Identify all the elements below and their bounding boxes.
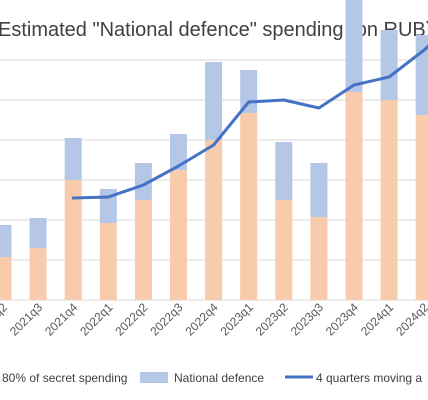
bar-national-defence: [310, 163, 328, 217]
legend-label-secret: 80% of secret spending: [2, 371, 127, 385]
bar-secret-spending: [134, 200, 152, 300]
x-tick-label: 2022q2: [112, 300, 150, 338]
bar-secret-spending: [275, 200, 293, 300]
legend-swatch-national-defence: [140, 372, 168, 383]
legend-label-moving-average: 4 quarters moving a: [316, 371, 422, 385]
bar-national-defence: [0, 225, 12, 257]
x-tick-label: 2022q3: [147, 300, 185, 338]
moving-average-polyline: [71, 44, 428, 200]
x-tick-label: 2024q1: [358, 300, 396, 338]
bar-national-defence: [64, 138, 82, 180]
bar-secret-spending: [170, 170, 187, 300]
bar-national-defence: [240, 70, 258, 113]
bar-secret-spending: [0, 257, 12, 300]
bar-secret-spending: [380, 100, 398, 300]
bar-national-defence: [170, 134, 187, 170]
bar-national-defence: [134, 163, 152, 200]
bar-secret-spending: [345, 92, 363, 300]
x-tick-label: 2023q2: [253, 300, 291, 338]
x-tick-label: 2023q3: [288, 300, 326, 338]
bar-national-defence: [205, 62, 223, 140]
x-tick-label: 2022q4: [183, 300, 221, 338]
moving-average-line: [71, 44, 428, 200]
bar-secret-spending: [64, 180, 82, 300]
x-tick-label: 2023q4: [323, 300, 361, 338]
bar-secret-spending: [310, 217, 328, 300]
x-tick-label: 2022q1: [77, 300, 115, 338]
x-tick-label: 2021q4: [42, 300, 80, 338]
x-tick-label: 2024q2: [393, 300, 428, 338]
x-axis-ticks: 2021q22021q32021q42022q12022q22022q32022…: [0, 300, 428, 338]
bar-secret-spending: [415, 115, 428, 300]
x-tick-label: 2021q3: [7, 300, 45, 338]
chart-title: Estimated "National defence" spending (b…: [0, 19, 428, 41]
bar-secret-spending: [240, 113, 258, 300]
bar-national-defence: [345, 0, 363, 92]
bar-secret-spending: [99, 223, 117, 300]
bars: [0, 0, 428, 300]
legend: 80% of secret spending National defence …: [2, 371, 422, 385]
bar-national-defence: [380, 30, 398, 100]
bar-secret-spending: [205, 140, 223, 300]
legend-label-national-defence: National defence: [174, 371, 264, 385]
bar-national-defence: [275, 142, 293, 200]
x-tick-label: 2023q1: [218, 300, 256, 338]
bar-national-defence: [29, 218, 47, 248]
bar-secret-spending: [29, 248, 47, 300]
x-tick-label: 2021q2: [0, 300, 10, 338]
